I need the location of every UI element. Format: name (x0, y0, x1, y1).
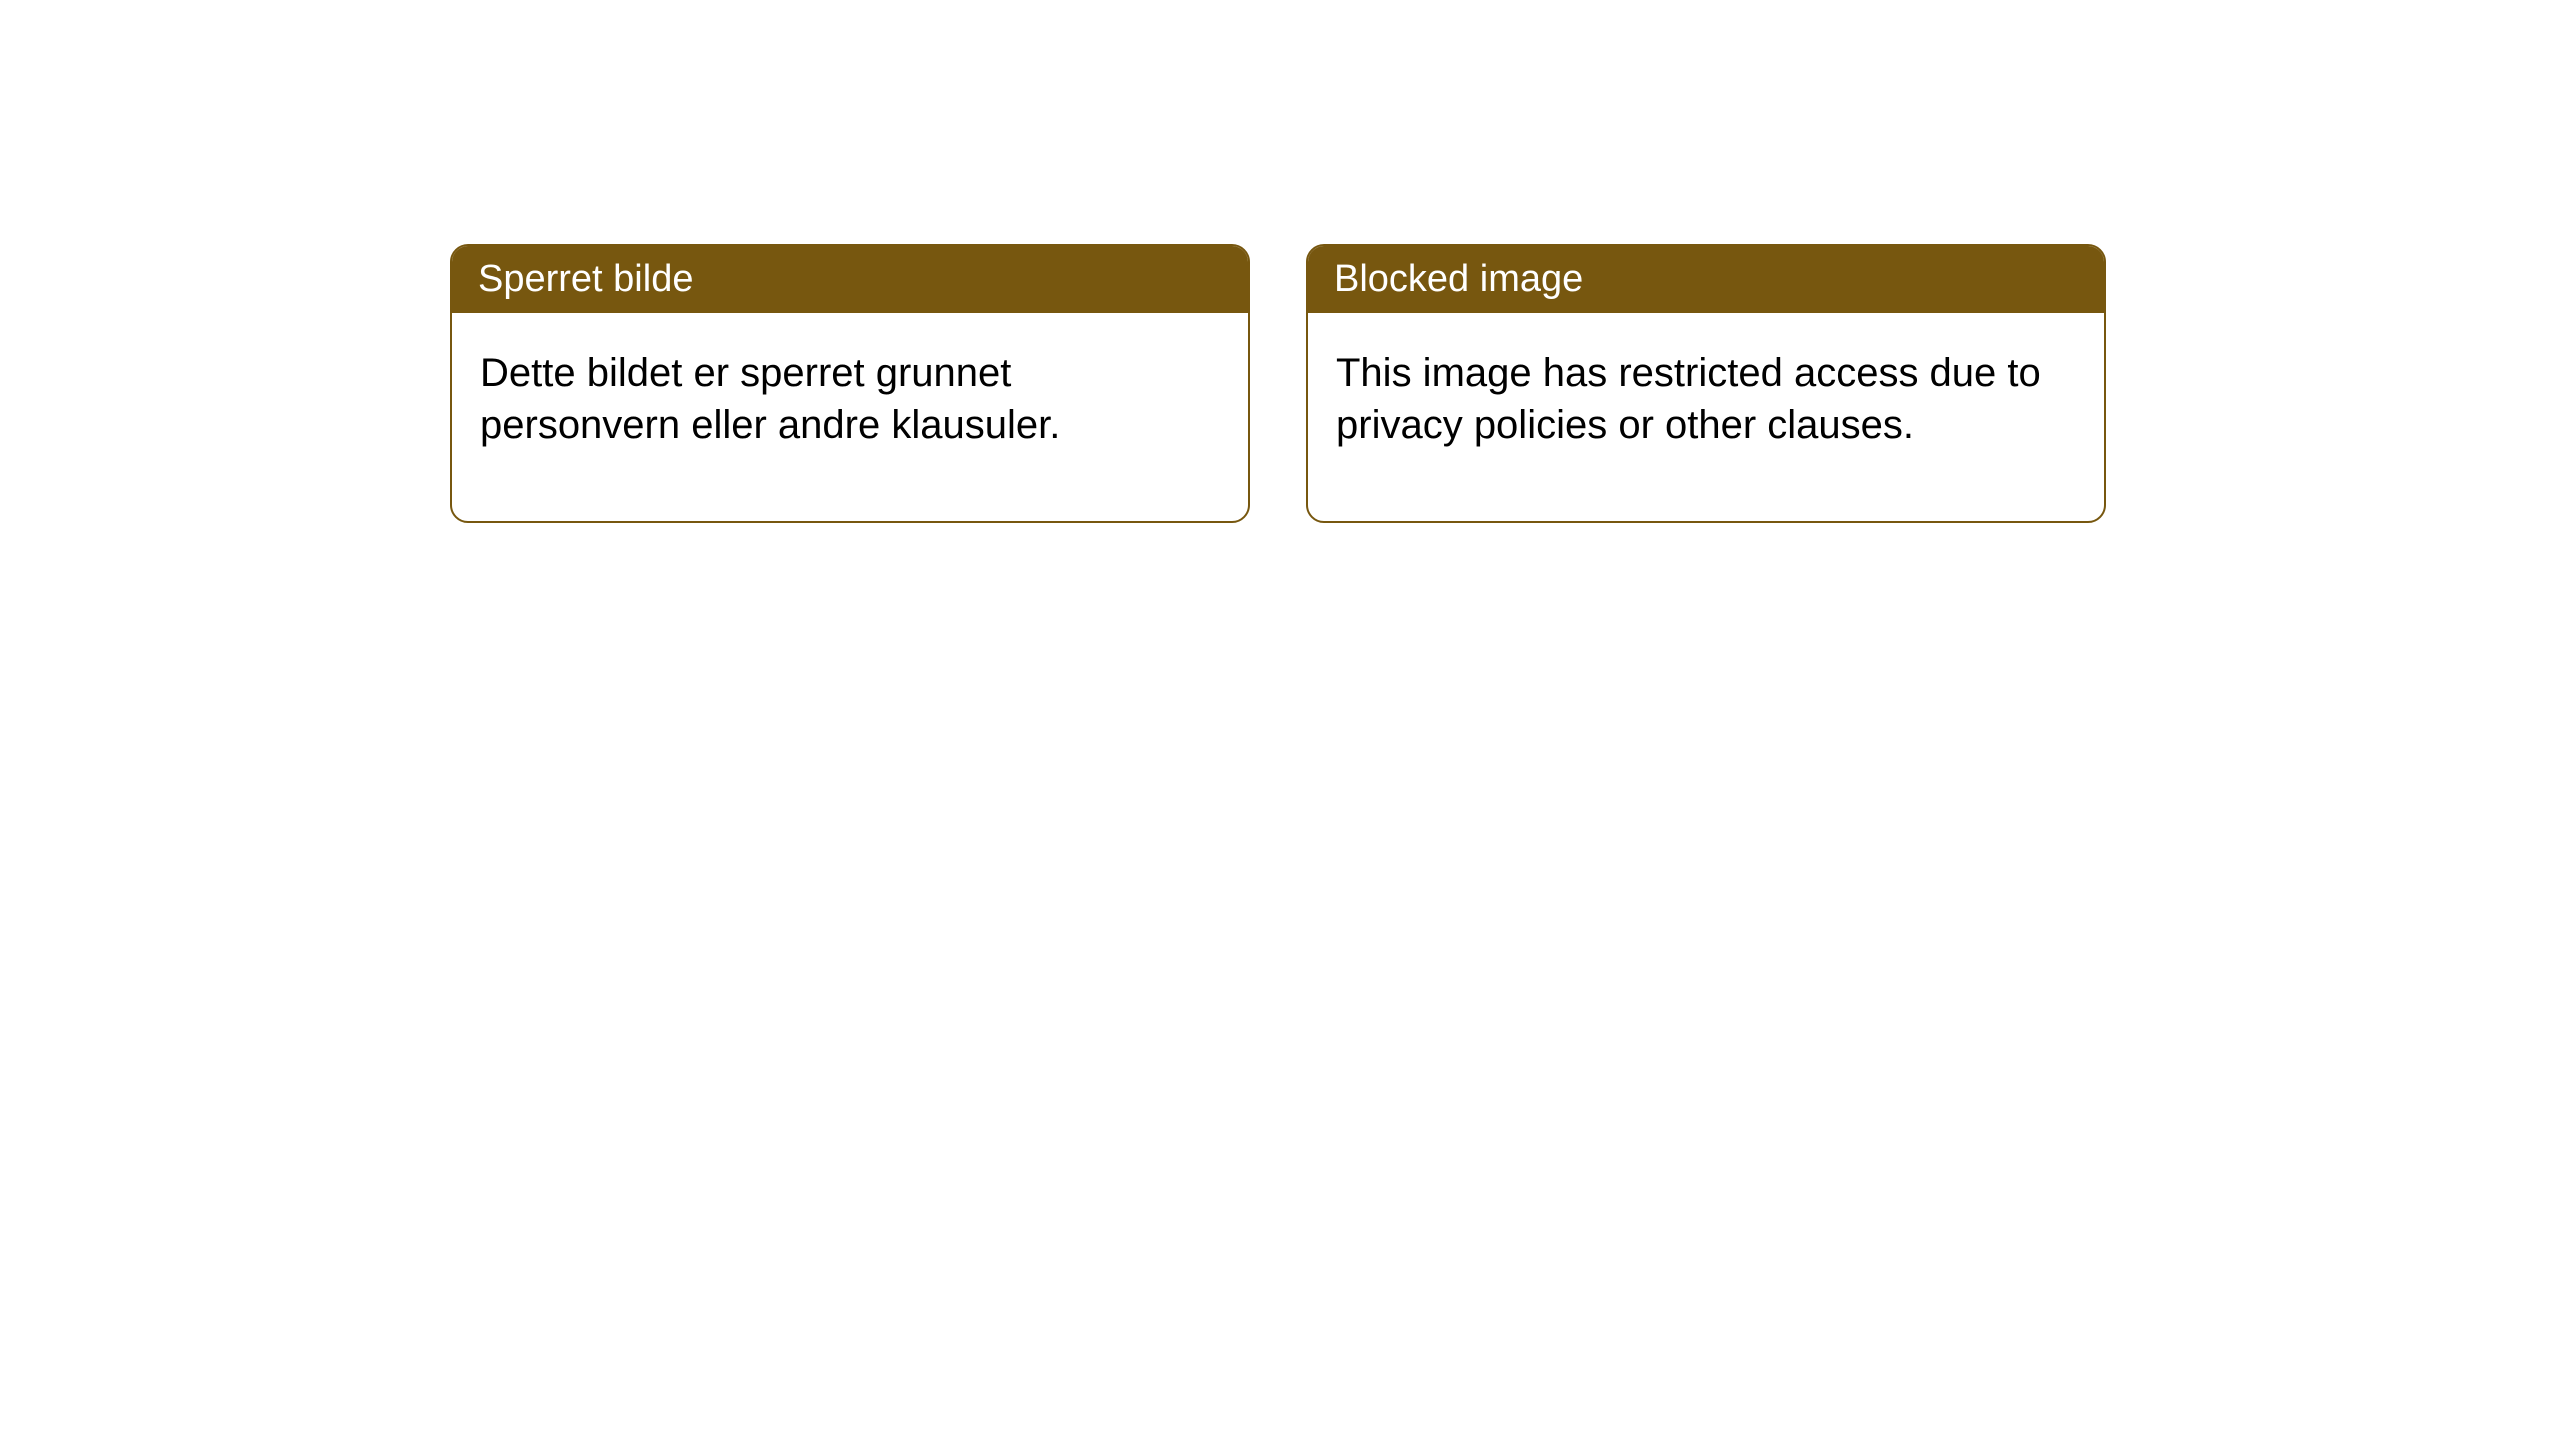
notice-card-norwegian: Sperret bilde Dette bildet er sperret gr… (450, 244, 1250, 523)
card-title: Blocked image (1334, 258, 1583, 300)
card-body: Dette bildet er sperret grunnet personve… (452, 313, 1248, 521)
notice-container: Sperret bilde Dette bildet er sperret gr… (0, 0, 2560, 523)
card-body-text: Dette bildet er sperret grunnet personve… (480, 351, 1060, 447)
card-header: Blocked image (1308, 246, 2104, 313)
card-title: Sperret bilde (478, 258, 693, 300)
notice-card-english: Blocked image This image has restricted … (1306, 244, 2106, 523)
card-body: This image has restricted access due to … (1308, 313, 2104, 521)
card-header: Sperret bilde (452, 246, 1248, 313)
card-body-text: This image has restricted access due to … (1336, 351, 2041, 447)
